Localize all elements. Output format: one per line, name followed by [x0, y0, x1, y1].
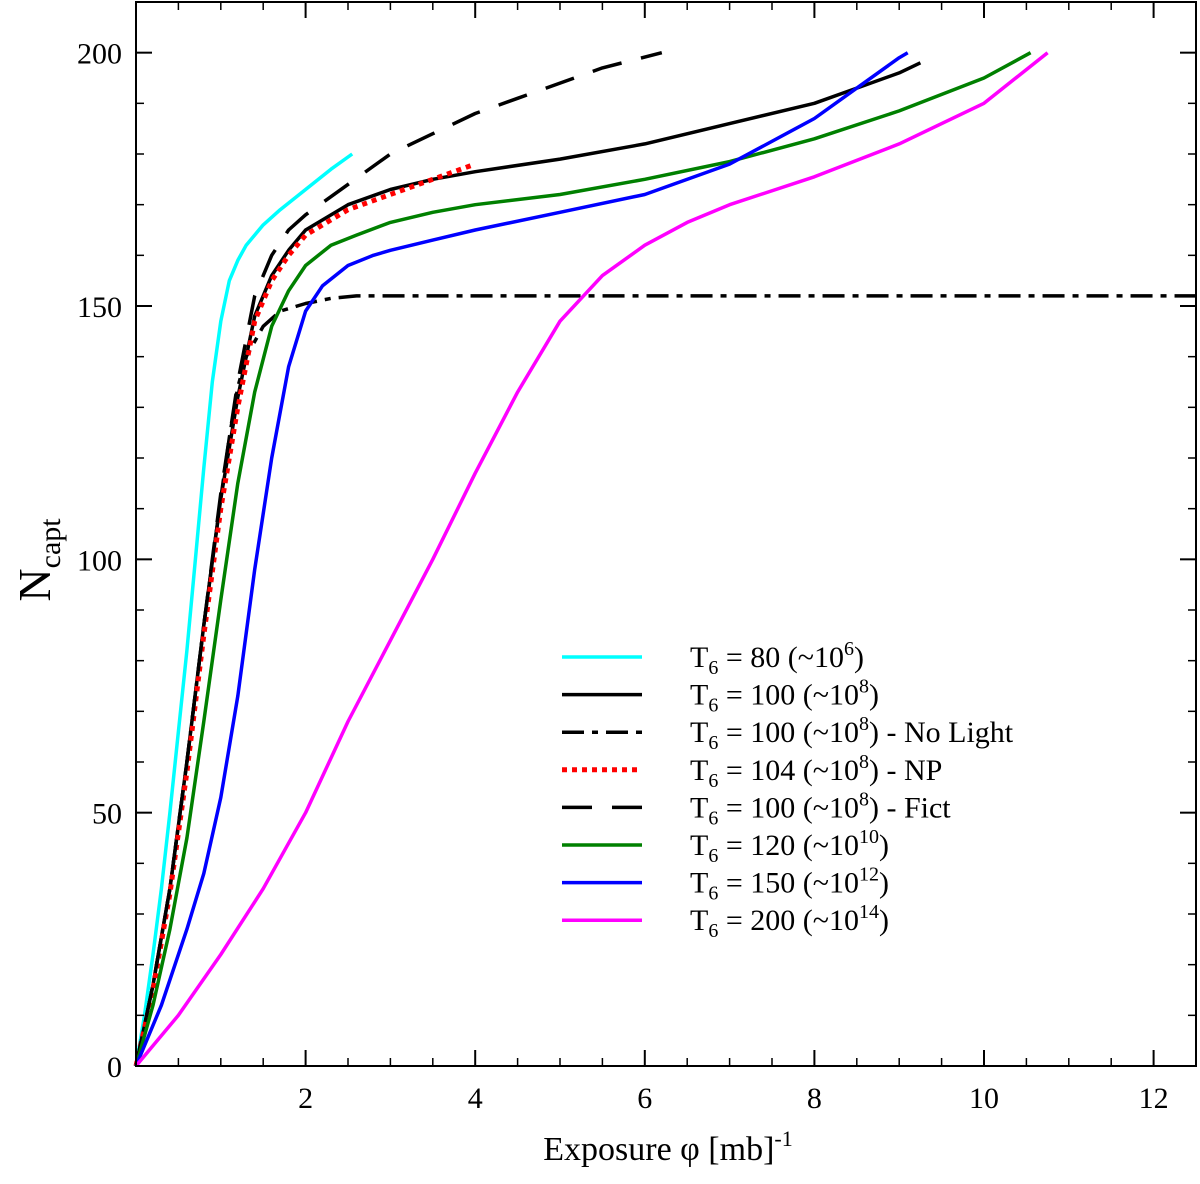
legend-label-pre: T	[690, 867, 708, 900]
x-axis-title-sup: -1	[774, 1126, 792, 1151]
legend-label-5: T6 = 100 (~108) - Fict	[690, 788, 951, 829]
legend-label-sup: 8	[859, 713, 869, 735]
legend-label-sub: 6	[708, 845, 718, 867]
legend-label-post: )	[879, 829, 889, 862]
y-tick-label: 200	[77, 38, 122, 71]
legend-label-sub: 6	[708, 732, 718, 754]
legend-label-pre: T	[690, 641, 708, 674]
legend-label-sub: 6	[708, 807, 718, 829]
legend-label-sub: 6	[708, 883, 718, 905]
legend-label-mid: = 100 (~10	[718, 791, 859, 824]
legend-label-6: T6 = 120 (~1010)	[690, 826, 889, 867]
y-tick-label: 100	[77, 544, 122, 577]
legend-label-3: T6 = 100 (~108) - No Light	[690, 713, 1014, 754]
y-axis-title-sub: capt	[34, 518, 67, 569]
legend-label-sub: 6	[708, 920, 718, 942]
plot-frame	[135, 1, 1197, 1067]
series-line-3	[134, 294, 1196, 1067]
x-axis-title: Exposure φ [mb]-1	[543, 1126, 792, 1168]
legend-label-pre: T	[690, 829, 708, 862]
series-line-4	[133, 161, 477, 1067]
legend-label-8: T6 = 200 (~1014)	[690, 901, 889, 942]
legend-label-mid: = 200 (~10	[718, 904, 859, 937]
legend-label-mid: = 100 (~10	[718, 716, 859, 749]
x-axis-title-main: Exposure φ [mb]	[543, 1131, 774, 1168]
y-axis-title-main: N	[9, 568, 60, 601]
legend-label-post: ) - NP	[869, 754, 942, 787]
legend-label-post: )	[879, 904, 889, 937]
series-line-5	[134, 51, 663, 1067]
series-layer	[133, 51, 1196, 1068]
legend-label-sup: 8	[859, 788, 869, 810]
legend-label-post: ) - No Light	[869, 716, 1014, 749]
legend-label-pre: T	[690, 754, 708, 787]
legend-label-2: T6 = 100 (~108)	[690, 676, 879, 717]
x-tick-label: 2	[298, 1082, 313, 1115]
legend-label-post: )	[879, 867, 889, 900]
legend-label-sup: 10	[859, 826, 879, 848]
legend-label-pre: T	[690, 716, 708, 749]
x-tick-label: 8	[807, 1082, 822, 1115]
legend-label-mid: = 104 (~10	[718, 754, 859, 787]
x-tick-label: 6	[637, 1082, 652, 1115]
legend-label-sup: 8	[859, 751, 869, 773]
y-tick-label: 150	[77, 291, 122, 324]
legend-label-sub: 6	[708, 695, 718, 717]
series-line-8	[134, 51, 1049, 1068]
legend-label-sup: 8	[859, 676, 869, 698]
x-tick-label: 12	[1139, 1082, 1169, 1115]
x-tick-label: 4	[468, 1082, 483, 1115]
legend-label-7: T6 = 150 (~1012)	[690, 864, 889, 905]
legend-label-sup: 6	[844, 638, 854, 660]
legend-label-pre: T	[690, 904, 708, 937]
y-tick-label: 50	[92, 798, 122, 831]
x-tick-label: 10	[969, 1082, 999, 1115]
legend-label-sup: 12	[859, 864, 879, 886]
series-line-1	[134, 152, 354, 1067]
legend-label-sub: 6	[708, 657, 718, 679]
y-axis-title: Ncapt	[9, 518, 67, 602]
legend-label-sup: 14	[859, 901, 879, 923]
legend-label-post: ) - Fict	[869, 791, 951, 824]
legend-label-pre: T	[690, 679, 708, 712]
legend: T6 = 80 (~106)T6 = 100 (~108)T6 = 100 (~…	[562, 638, 1014, 942]
legend-label-mid: = 150 (~10	[718, 867, 859, 900]
series-line-7	[134, 51, 909, 1067]
legend-label-mid: = 100 (~10	[718, 679, 859, 712]
series-line-6	[134, 51, 1032, 1067]
ticks-layer	[136, 2, 1196, 1067]
legend-label-mid: = 120 (~10	[718, 829, 859, 862]
legend-label-4: T6 = 104 (~108) - NP	[690, 751, 942, 792]
legend-label-1: T6 = 80 (~106)	[690, 638, 864, 679]
legend-label-mid: = 80 (~10	[718, 641, 844, 674]
legend-label-post: )	[854, 641, 864, 674]
y-tick-label: 0	[107, 1051, 122, 1084]
legend-label-pre: T	[690, 791, 708, 824]
legend-label-sub: 6	[708, 770, 718, 792]
legend-label-post: )	[869, 679, 879, 712]
